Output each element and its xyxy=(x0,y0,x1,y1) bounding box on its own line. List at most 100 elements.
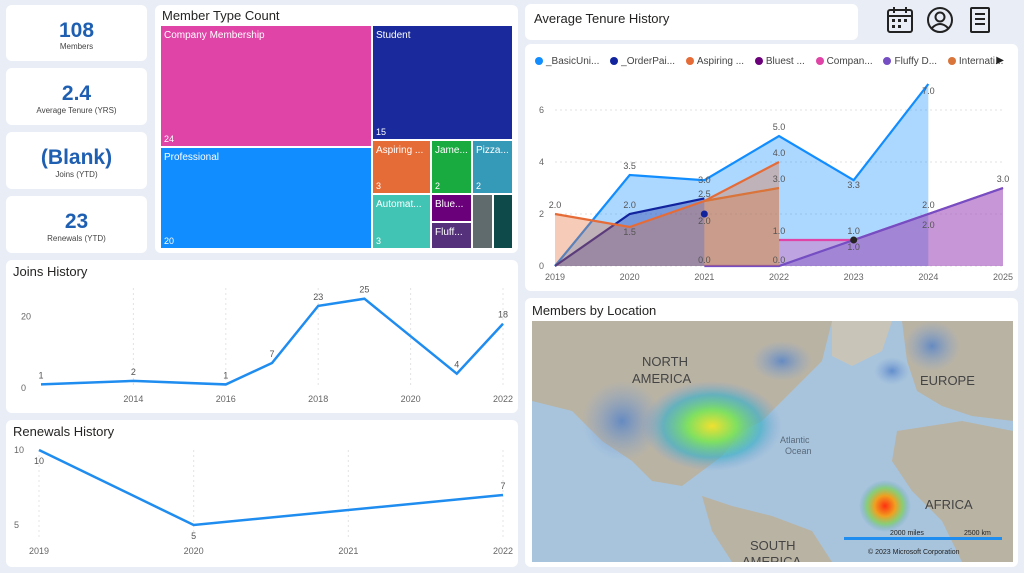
data-label: 23 xyxy=(313,292,323,302)
tenure-chart-card[interactable]: _BasicUni... _OrderPai... Aspiring ... B… xyxy=(525,44,1018,291)
data-label: 2.5 xyxy=(698,189,711,199)
y-tick-label: 4 xyxy=(539,157,544,167)
legend-label: Fluffy D... xyxy=(894,56,938,67)
legend-dot xyxy=(610,57,619,65)
data-label: 2.0 xyxy=(549,200,562,210)
x-tick-label: 2016 xyxy=(216,394,236,404)
member-type-treemap-card[interactable]: Member Type Count Company Membership 24 S… xyxy=(155,5,518,253)
treemap-tile-company-membership[interactable]: Company Membership 24 xyxy=(160,25,372,147)
series-line xyxy=(554,83,930,267)
report-icon[interactable] xyxy=(964,4,996,36)
legend-item[interactable]: Fluffy D... xyxy=(883,56,937,67)
data-label: 2 xyxy=(131,367,136,377)
map-label-europe: EUROPE xyxy=(920,373,975,388)
map-label-north: NORTH xyxy=(642,354,688,369)
treemap-tile-automat[interactable]: Automat... 3 xyxy=(372,194,431,249)
tenure-legend: _BasicUni... _OrderPai... Aspiring ... B… xyxy=(535,56,1011,67)
renewals-chart: 2019 2020 2021 2022 5 10 10 5 7 xyxy=(14,445,513,556)
legend-item[interactable]: _BasicUni... xyxy=(535,56,599,67)
kpi-members-label: Members xyxy=(59,42,94,51)
series-line xyxy=(38,448,504,527)
treemap-tile-jame[interactable]: Jame... 2 xyxy=(431,140,472,194)
data-point-marker xyxy=(700,210,708,218)
x-tick-label: 2020 xyxy=(184,546,204,556)
kpi-average-tenure: 2.4 Average Tenure (YRS) xyxy=(6,68,147,125)
data-label: 18 xyxy=(498,310,508,320)
series-line xyxy=(554,161,780,229)
data-label: 3.0 xyxy=(698,175,711,185)
series-area xyxy=(555,198,705,266)
data-label: 7.0 xyxy=(922,86,935,96)
treemap-tile-fluff[interactable]: Fluff... xyxy=(431,222,472,249)
x-tick-label: 2018 xyxy=(308,394,328,404)
joins-history-card[interactable]: Joins History 2014 2016 2018 2020 2022 0 20 1 2 1… xyxy=(6,260,518,413)
series-line xyxy=(40,297,504,386)
legend-item[interactable]: _OrderPai... xyxy=(610,56,675,67)
treemap-tile-other-teal[interactable] xyxy=(493,194,513,249)
x-tick-label: 2019 xyxy=(545,272,565,282)
treemap-title: Member Type Count xyxy=(162,8,280,23)
map-label-atlantic: Atlantic xyxy=(780,435,810,445)
tile-count: 3 xyxy=(376,236,382,246)
data-label: 2.0 xyxy=(623,200,636,210)
map-label-south-america: AMERICA xyxy=(742,554,802,562)
tile-count: 24 xyxy=(164,134,175,144)
data-label: 1.0 xyxy=(847,226,860,236)
data-label: 3.5 xyxy=(623,161,636,171)
data-label: 2.0 xyxy=(922,200,935,210)
series-line xyxy=(704,186,780,203)
legend-next-arrow[interactable]: ▶ xyxy=(996,55,1004,66)
y-tick-label: 20 xyxy=(21,312,31,322)
legend-dot xyxy=(535,57,543,65)
map-label-africa: AFRICA xyxy=(925,497,973,512)
x-tick-label: 2025 xyxy=(993,272,1013,282)
data-label: 1.5 xyxy=(623,227,636,237)
data-label: 7 xyxy=(269,349,274,359)
data-label: 1.0 xyxy=(773,226,786,236)
legend-item[interactable]: Aspiring ... xyxy=(685,56,744,67)
africa-landmass xyxy=(892,421,1013,562)
y-tick-label: 5 xyxy=(14,520,19,530)
data-label: 5 xyxy=(191,531,196,541)
scale-km: 2500 km xyxy=(964,530,991,537)
calendar-icon[interactable] xyxy=(884,4,916,36)
renewals-title: Renewals History xyxy=(13,424,115,439)
legend-label: _BasicUni... xyxy=(546,56,600,67)
treemap-tile-other-gray[interactable] xyxy=(472,194,493,249)
data-label: 1.0 xyxy=(847,242,860,252)
data-label: 0.0 xyxy=(773,255,786,265)
treemap-tile-pizza[interactable]: Pizza... 2 xyxy=(472,140,513,194)
tile-label: Professional xyxy=(164,152,220,163)
legend-item[interactable]: Bluest ... xyxy=(754,56,805,67)
treemap-tile-aspiring[interactable]: Aspiring ... 3 xyxy=(372,140,431,194)
x-tick-label: 2019 xyxy=(29,546,49,556)
legend-item[interactable]: Internati... xyxy=(947,56,1004,67)
y-tick-label: 10 xyxy=(14,445,24,455)
legend-dot xyxy=(947,57,956,65)
treemap-tile-professional[interactable]: Professional 20 xyxy=(160,147,372,249)
tile-label: Company Membership xyxy=(164,30,265,41)
legend-label: Bluest ... xyxy=(765,56,805,67)
data-label: 3.3 xyxy=(847,180,860,190)
data-label: 1 xyxy=(38,370,43,380)
members-map-card[interactable]: Members by Location NORTH AMERICA EUROPE… xyxy=(525,298,1018,567)
legend-item[interactable]: Compan... xyxy=(815,56,873,67)
tile-count: 2 xyxy=(476,181,482,191)
treemap-tile-student[interactable]: Student 15 xyxy=(372,25,513,140)
treemap-tile-blue[interactable]: Blue... xyxy=(431,194,472,222)
x-tick-label: 2021 xyxy=(694,272,714,282)
renewals-history-card[interactable]: Renewals History 2019 2020 2021 2022 5 10 10 5 7 xyxy=(6,420,518,567)
map[interactable]: NORTH AMERICA EUROPE Atlantic Ocean AFRI… xyxy=(532,321,1013,562)
legend-dot xyxy=(815,57,824,65)
series-area xyxy=(704,188,1003,266)
series-area xyxy=(704,188,779,266)
tile-label: Aspiring ... xyxy=(376,145,424,156)
legend-dot xyxy=(685,57,694,65)
legend-label: Internati... xyxy=(958,56,1004,67)
legend-dot xyxy=(883,57,892,65)
heat-europe-west xyxy=(874,357,910,385)
user-profile-icon[interactable] xyxy=(924,4,956,36)
scale-miles: 2000 miles xyxy=(890,530,924,537)
scale-bar xyxy=(844,537,1002,540)
data-label: 5.0 xyxy=(773,122,786,132)
